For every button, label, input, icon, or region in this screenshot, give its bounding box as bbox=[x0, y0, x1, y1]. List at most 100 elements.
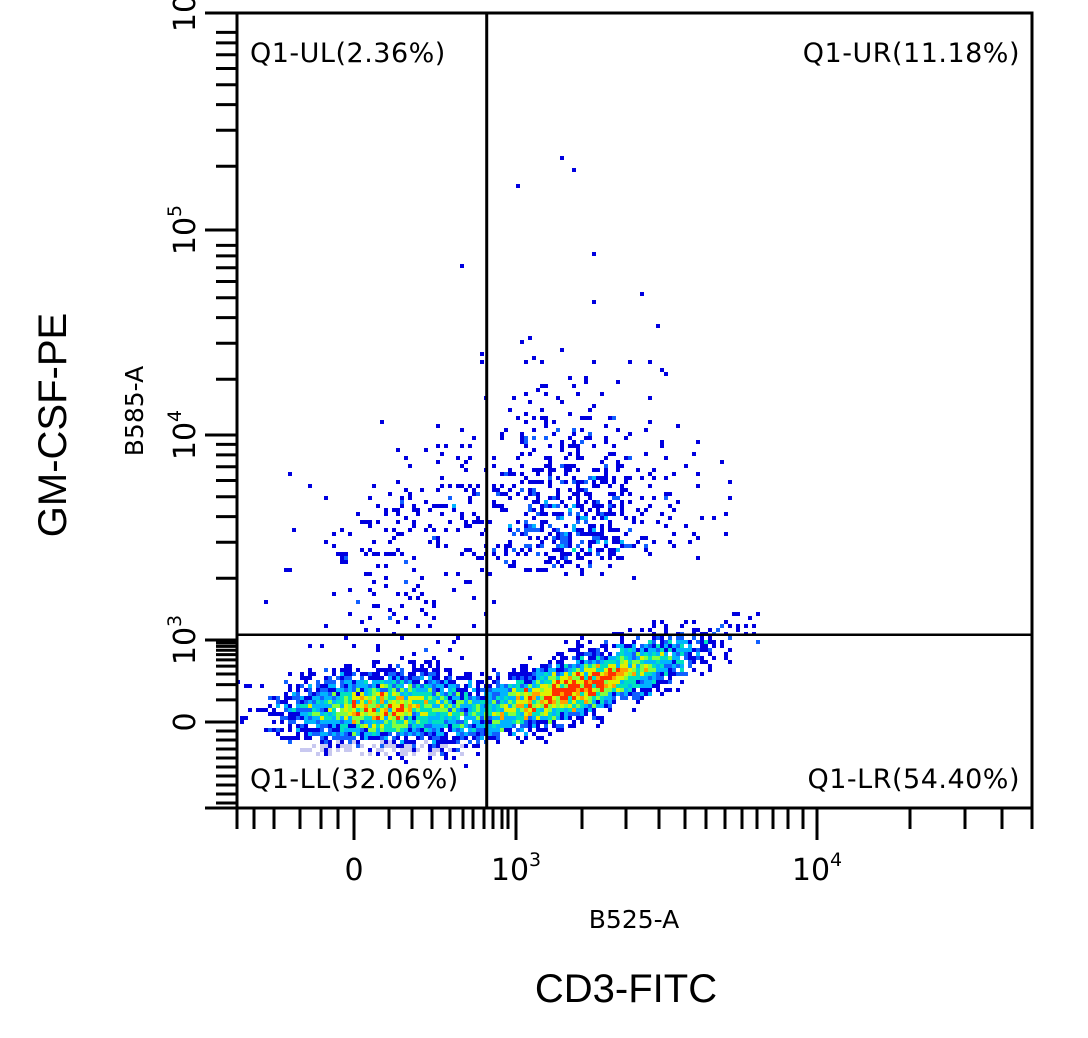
event-dot bbox=[528, 504, 532, 508]
event-dot bbox=[472, 708, 476, 712]
event-dot bbox=[328, 700, 332, 704]
event-dot bbox=[596, 680, 600, 684]
event-dot bbox=[444, 572, 448, 576]
event-dot bbox=[580, 652, 584, 656]
event-dot bbox=[324, 736, 328, 740]
event-dot bbox=[420, 688, 424, 692]
event-dot bbox=[472, 552, 476, 556]
event-dot bbox=[596, 692, 600, 696]
event-dot bbox=[520, 488, 524, 492]
y-tick-label: 105 bbox=[164, 205, 203, 255]
event-dot bbox=[520, 704, 524, 708]
event-dot bbox=[600, 532, 604, 536]
event-dot bbox=[576, 656, 580, 660]
event-dot bbox=[520, 712, 524, 716]
event-dot bbox=[416, 728, 420, 732]
event-dot bbox=[360, 696, 364, 700]
event-dot bbox=[528, 672, 532, 676]
event-dot bbox=[376, 504, 380, 508]
event-dot bbox=[580, 532, 584, 536]
event-dot bbox=[468, 704, 472, 708]
event-dot bbox=[396, 732, 400, 736]
event-dot bbox=[648, 656, 652, 660]
event-dot bbox=[352, 736, 356, 740]
event-dot bbox=[464, 712, 468, 716]
event-dot bbox=[428, 660, 432, 664]
event-dot bbox=[500, 720, 504, 724]
event-dot bbox=[480, 736, 484, 740]
event-dot bbox=[364, 672, 368, 676]
event-dot bbox=[476, 684, 480, 688]
event-dot bbox=[656, 652, 660, 656]
event-dot bbox=[492, 680, 496, 684]
event-dot bbox=[552, 672, 556, 676]
event-dot bbox=[568, 532, 572, 536]
event-dot bbox=[432, 680, 436, 684]
event-dot bbox=[396, 744, 400, 748]
event-dot bbox=[580, 704, 584, 708]
event-dot bbox=[724, 652, 728, 656]
event-dot bbox=[524, 532, 528, 536]
event-dot bbox=[620, 492, 624, 496]
event-dot bbox=[496, 556, 500, 560]
event-dot bbox=[512, 672, 516, 676]
event-dot bbox=[668, 660, 672, 664]
event-dot bbox=[448, 708, 452, 712]
event-dot bbox=[584, 676, 588, 680]
event-dot bbox=[420, 664, 424, 668]
event-dot bbox=[540, 728, 544, 732]
event-dot bbox=[304, 712, 308, 716]
event-dot bbox=[404, 700, 408, 704]
event-dot bbox=[304, 728, 308, 732]
event-dot bbox=[652, 624, 656, 628]
event-dot bbox=[580, 428, 584, 432]
event-dot bbox=[404, 728, 408, 732]
event-dot bbox=[364, 724, 368, 728]
event-dot bbox=[340, 700, 344, 704]
event-dot bbox=[476, 680, 480, 684]
event-dot bbox=[476, 732, 480, 736]
event-dot bbox=[580, 660, 584, 664]
event-dot bbox=[588, 548, 592, 552]
event-dot bbox=[552, 668, 556, 672]
event-dot bbox=[660, 672, 664, 676]
negative-event-dot bbox=[432, 748, 436, 752]
event-dot bbox=[560, 692, 564, 696]
event-dot bbox=[292, 692, 296, 696]
event-dot bbox=[536, 696, 540, 700]
event-dot bbox=[568, 464, 572, 468]
event-dot bbox=[288, 684, 292, 688]
event-dot bbox=[516, 728, 520, 732]
event-dot bbox=[328, 724, 332, 728]
event-dot bbox=[376, 520, 380, 524]
event-dot bbox=[340, 740, 344, 744]
event-dot bbox=[288, 736, 292, 740]
event-dot bbox=[588, 552, 592, 556]
event-dot bbox=[436, 540, 440, 544]
event-dot bbox=[588, 540, 592, 544]
event-dot bbox=[468, 456, 472, 460]
event-dot bbox=[408, 672, 412, 676]
event-dot bbox=[652, 680, 656, 684]
event-dot bbox=[508, 692, 512, 696]
event-dot bbox=[644, 692, 648, 696]
event-dot bbox=[360, 684, 364, 688]
event-dot bbox=[660, 656, 664, 660]
event-dot bbox=[584, 672, 588, 676]
event-dot bbox=[348, 588, 352, 592]
event-dot bbox=[588, 672, 592, 676]
event-dot bbox=[388, 676, 392, 680]
event-dot bbox=[680, 648, 684, 652]
event-dot bbox=[380, 744, 384, 748]
event-dot bbox=[596, 684, 600, 688]
event-dot bbox=[388, 724, 392, 728]
event-dot bbox=[528, 708, 532, 712]
event-dot bbox=[368, 716, 372, 720]
event-dot bbox=[432, 700, 436, 704]
event-dot bbox=[676, 500, 680, 504]
y-tick-label-group: 105 bbox=[164, 205, 203, 255]
event-dot bbox=[616, 656, 620, 660]
event-dot bbox=[312, 732, 316, 736]
event-dot bbox=[456, 740, 460, 744]
event-dot bbox=[584, 688, 588, 692]
